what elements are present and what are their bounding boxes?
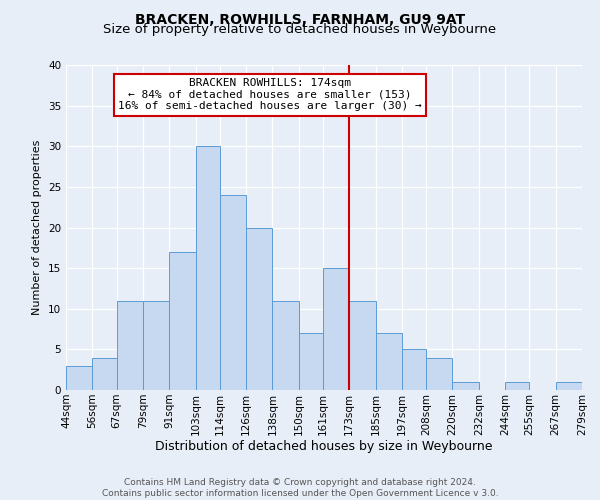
Text: BRACKEN ROWHILLS: 174sqm
← 84% of detached houses are smaller (153)
16% of semi-: BRACKEN ROWHILLS: 174sqm ← 84% of detach… <box>118 78 422 111</box>
Bar <box>92 358 116 390</box>
Y-axis label: Number of detached properties: Number of detached properties <box>32 140 43 315</box>
Bar <box>376 333 402 390</box>
Bar <box>323 268 349 390</box>
Bar <box>143 300 169 390</box>
Bar <box>402 350 426 390</box>
Bar <box>246 228 272 390</box>
Bar <box>169 252 196 390</box>
Bar <box>116 300 143 390</box>
Bar <box>426 358 452 390</box>
Bar <box>66 366 92 390</box>
Bar <box>272 300 299 390</box>
Bar <box>220 195 246 390</box>
Bar <box>556 382 582 390</box>
Bar <box>196 146 220 390</box>
X-axis label: Distribution of detached houses by size in Weybourne: Distribution of detached houses by size … <box>155 440 493 454</box>
Text: Size of property relative to detached houses in Weybourne: Size of property relative to detached ho… <box>103 22 497 36</box>
Text: Contains HM Land Registry data © Crown copyright and database right 2024.
Contai: Contains HM Land Registry data © Crown c… <box>101 478 499 498</box>
Bar <box>299 333 323 390</box>
Bar <box>505 382 529 390</box>
Bar <box>349 300 376 390</box>
Bar <box>452 382 479 390</box>
Text: BRACKEN, ROWHILLS, FARNHAM, GU9 9AT: BRACKEN, ROWHILLS, FARNHAM, GU9 9AT <box>135 12 465 26</box>
